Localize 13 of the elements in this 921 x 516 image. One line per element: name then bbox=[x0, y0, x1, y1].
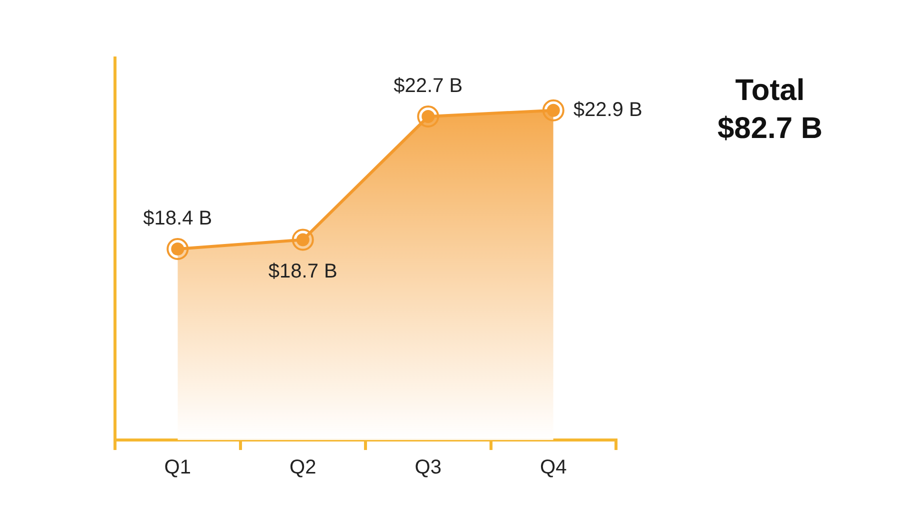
data-label: $18.7 B bbox=[268, 260, 338, 282]
point bbox=[542, 99, 564, 122]
text: Total $82.7 B bbox=[716, 73, 824, 147]
point bbox=[166, 238, 189, 260]
point bbox=[417, 106, 440, 128]
data-label: $22.7 B bbox=[394, 75, 463, 98]
x-tick-label: Q1 bbox=[164, 456, 191, 479]
x-tick-label: Q3 bbox=[414, 456, 442, 479]
data-label: $22.9 B bbox=[573, 98, 642, 121]
x-tick-label: Q2 bbox=[290, 456, 316, 479]
point bbox=[292, 228, 314, 251]
data-label: $18.4 B bbox=[143, 208, 212, 230]
x-tick-label: Q4 bbox=[540, 456, 567, 479]
